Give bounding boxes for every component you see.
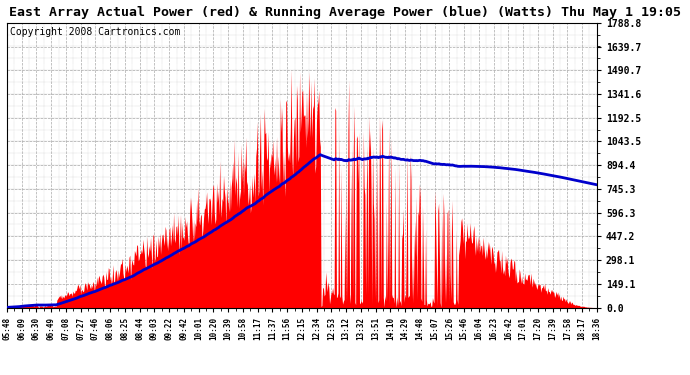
Text: Copyright 2008 Cartronics.com: Copyright 2008 Cartronics.com <box>10 27 180 37</box>
Text: East Array Actual Power (red) & Running Average Power (blue) (Watts) Thu May 1 1: East Array Actual Power (red) & Running … <box>9 6 681 19</box>
